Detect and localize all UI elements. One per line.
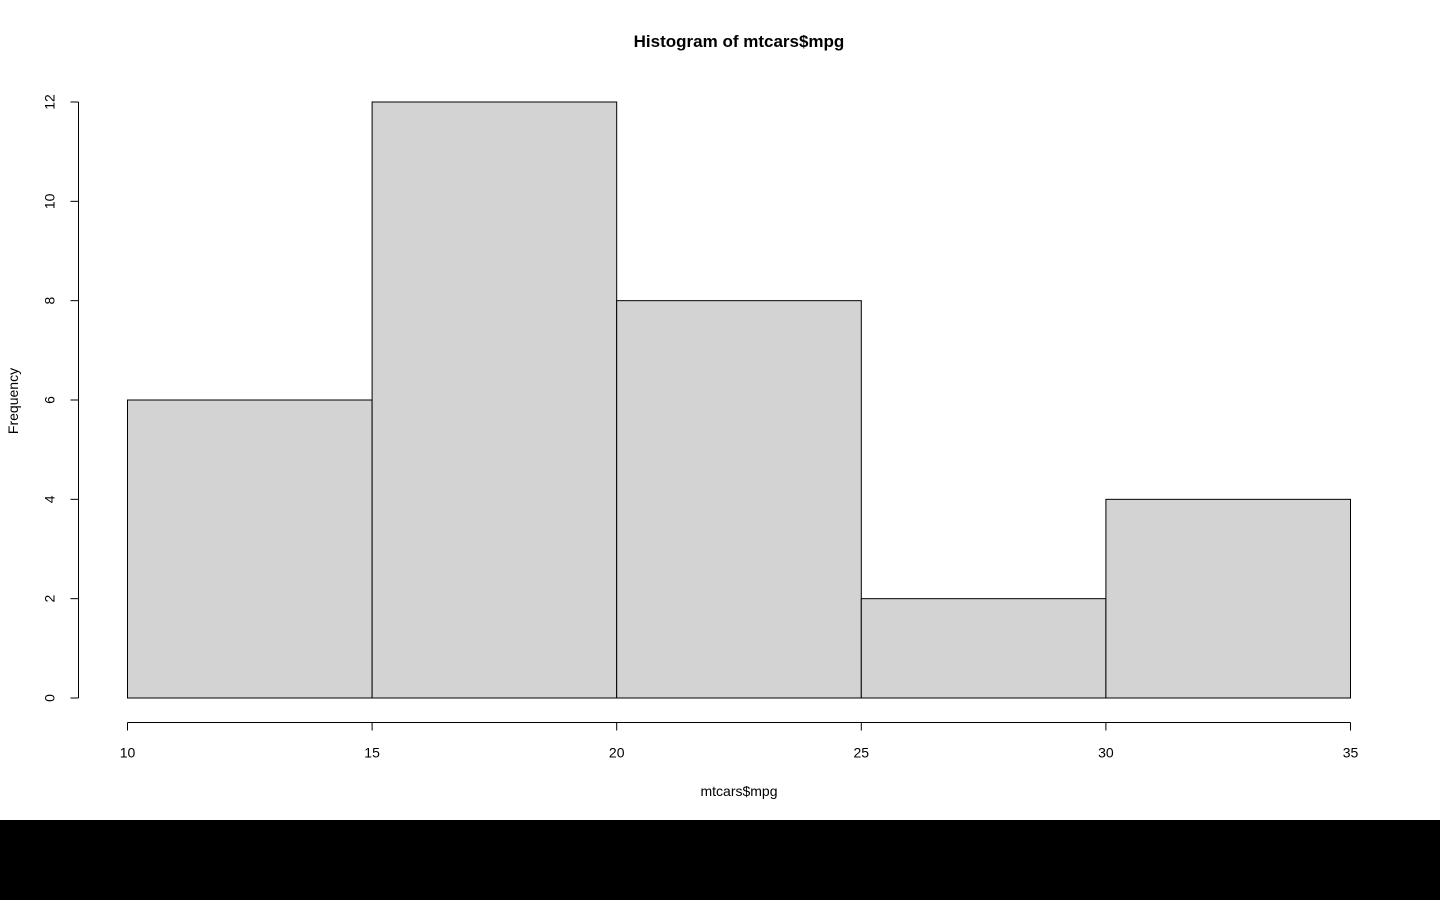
bars-group — [127, 101, 1352, 699]
y-tick-label: 6 — [42, 396, 58, 404]
x-tick-label: 25 — [854, 745, 870, 761]
x-axis: 10 15 20 25 30 35 — [120, 722, 1359, 761]
bottom-black-bar — [0, 820, 1440, 900]
histogram-chart: Histogram of mtcars$mpg 0 2 4 6 8 10 12 10 15 20… — [5, 32, 1359, 799]
y-tick-label: 10 — [42, 193, 58, 209]
x-tick-label: 10 — [120, 745, 136, 761]
x-axis-label: mtcars$mpg — [700, 783, 777, 799]
y-tick-label: 8 — [42, 297, 58, 305]
y-tick-label: 4 — [42, 495, 58, 503]
y-axis-label: Frequency — [5, 368, 21, 434]
y-axis: 0 2 4 6 8 10 12 — [42, 94, 79, 702]
x-tick-label: 35 — [1343, 745, 1359, 761]
histogram-bar-0 — [127, 399, 373, 699]
histogram-bar-1 — [371, 101, 618, 699]
x-tick-label: 15 — [364, 745, 380, 761]
x-tick-label: 20 — [609, 745, 625, 761]
histogram-bar-4 — [1105, 498, 1352, 699]
histogram-bar-2 — [616, 300, 862, 699]
y-tick-label: 2 — [42, 595, 58, 603]
y-tick-label: 12 — [42, 94, 58, 110]
plot-area: Histogram of mtcars$mpg 0 2 4 6 8 10 12 10 15 20… — [0, 0, 1440, 820]
histogram-bar-3 — [860, 598, 1107, 699]
x-tick-label: 30 — [1098, 745, 1114, 761]
y-tick-label: 0 — [42, 694, 58, 702]
chart-title: Histogram of mtcars$mpg — [634, 32, 845, 51]
